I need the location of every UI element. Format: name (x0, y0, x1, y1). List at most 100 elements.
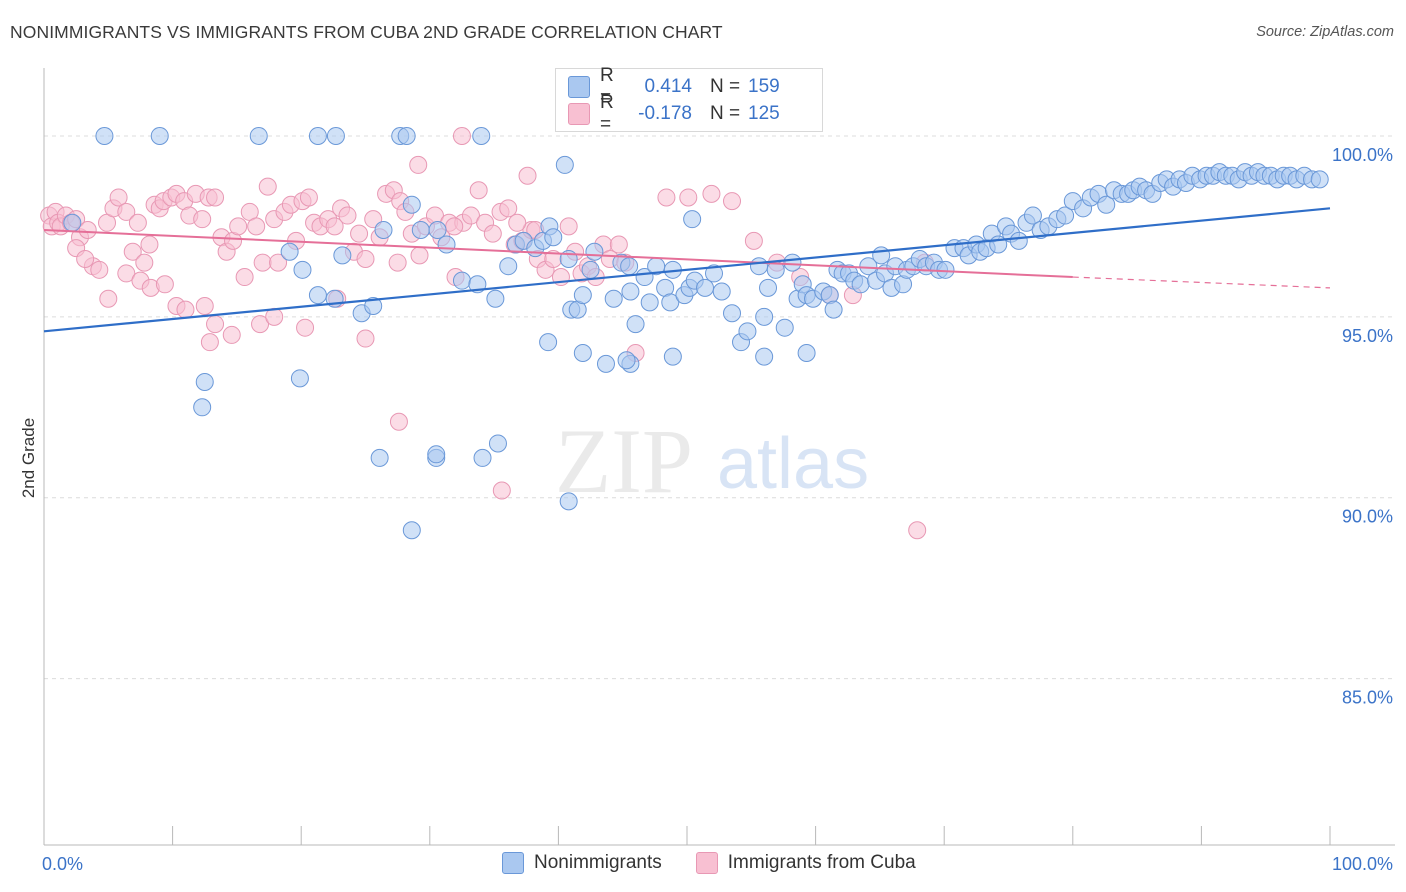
legend-n-label: N = (710, 76, 741, 97)
series-legend: Nonimmigrants Immigrants from Cuba (502, 852, 950, 874)
data-point (200, 333, 219, 352)
data-point (679, 188, 698, 207)
data-point (76, 249, 95, 268)
series-legend-immigrants-from-cuba: Immigrants from Cuba (695, 852, 916, 874)
data-point (235, 268, 254, 287)
data-point (626, 315, 645, 334)
data-point (308, 286, 327, 305)
data-point (356, 249, 375, 268)
data-point (775, 318, 794, 337)
data-point (296, 318, 315, 337)
series-swatch-blue (502, 852, 524, 874)
data-point (663, 347, 682, 366)
data-point (581, 260, 600, 279)
data-point (280, 242, 299, 261)
data-point (269, 253, 288, 272)
data-point (326, 126, 345, 145)
data-point (293, 260, 312, 279)
data-point (683, 210, 702, 229)
data-point (123, 242, 142, 261)
data-point (486, 289, 505, 308)
data-point (640, 293, 659, 312)
data-point (388, 253, 407, 272)
data-point (99, 289, 118, 308)
data-point (206, 315, 225, 334)
series-label: Immigrants from Cuba (727, 852, 916, 873)
data-point (696, 278, 715, 297)
x-ticks (43, 826, 1331, 845)
legend-r-value: 0.414 (644, 76, 692, 97)
data-point (452, 271, 471, 290)
data-point (229, 217, 248, 236)
data-point (140, 235, 159, 254)
data-point (308, 126, 327, 145)
data-point (299, 188, 318, 207)
data-point (251, 315, 270, 334)
watermark: ZIP atlas (555, 410, 869, 512)
data-point (222, 325, 241, 344)
axes (43, 68, 1395, 846)
data-point (364, 296, 383, 315)
legend-n-label: N = (710, 103, 741, 124)
data-point (117, 202, 136, 221)
data-point (374, 221, 393, 240)
data-point (499, 199, 518, 218)
data-point (290, 369, 309, 388)
data-point (617, 351, 636, 370)
data-point (559, 217, 578, 236)
data-point (473, 448, 492, 467)
data-point (783, 253, 802, 272)
data-point (469, 181, 488, 200)
data-point (253, 253, 272, 272)
data-point (723, 192, 742, 211)
data-point (117, 264, 136, 283)
data-point (193, 210, 212, 229)
data-point (95, 126, 114, 145)
data-point (90, 260, 109, 279)
legend-r-label: R = (600, 92, 614, 135)
data-point (936, 260, 955, 279)
correlation-legend: R = 0.414 N = 159 R = -0.178 N = 125 (555, 65, 823, 135)
data-point (258, 177, 277, 196)
data-point (461, 206, 480, 225)
series-swatch-pink (695, 852, 718, 874)
data-point (1056, 206, 1075, 225)
watermark-zip: ZIP (555, 410, 693, 512)
data-point (620, 257, 639, 276)
data-point (249, 126, 268, 145)
data-point (555, 155, 574, 174)
legend-n-value: 159 (748, 76, 780, 97)
y-tick-label: 100.0% (1332, 145, 1393, 165)
data-point (723, 304, 742, 323)
data-point (195, 296, 214, 315)
legend-row-nonimmigrants: R = 0.414 N = 159 (568, 65, 780, 108)
data-point (356, 329, 375, 348)
legend-row-immigrants-from-cuba: R = -0.178 N = 125 (568, 92, 780, 135)
y-tick-label: 85.0% (1342, 688, 1393, 708)
data-point (759, 278, 778, 297)
legend-r-value: -0.178 (638, 103, 692, 124)
data-point (609, 235, 628, 254)
y-axis-label: 2nd Grade (19, 418, 38, 498)
data-point (585, 242, 604, 261)
data-point (1023, 206, 1042, 225)
data-point (573, 344, 592, 363)
y-tick-label: 95.0% (1342, 326, 1393, 346)
data-point (573, 286, 592, 305)
data-point (427, 445, 446, 464)
data-point (508, 213, 527, 232)
data-point (544, 228, 563, 247)
data-point (333, 246, 352, 265)
y-tick-label: 90.0% (1342, 507, 1393, 527)
data-point (1009, 231, 1028, 250)
legend-n-value: 125 (748, 103, 780, 124)
data-point (350, 224, 369, 243)
x-tick-labels: 0.0% 100.0% (42, 854, 1393, 874)
data-point (472, 126, 491, 145)
legend-swatch-pink (568, 103, 590, 125)
data-point (397, 126, 416, 145)
data-point (755, 347, 774, 366)
trend-extension-immigrants-from-cuba (1072, 276, 1331, 289)
data-point (325, 217, 344, 236)
